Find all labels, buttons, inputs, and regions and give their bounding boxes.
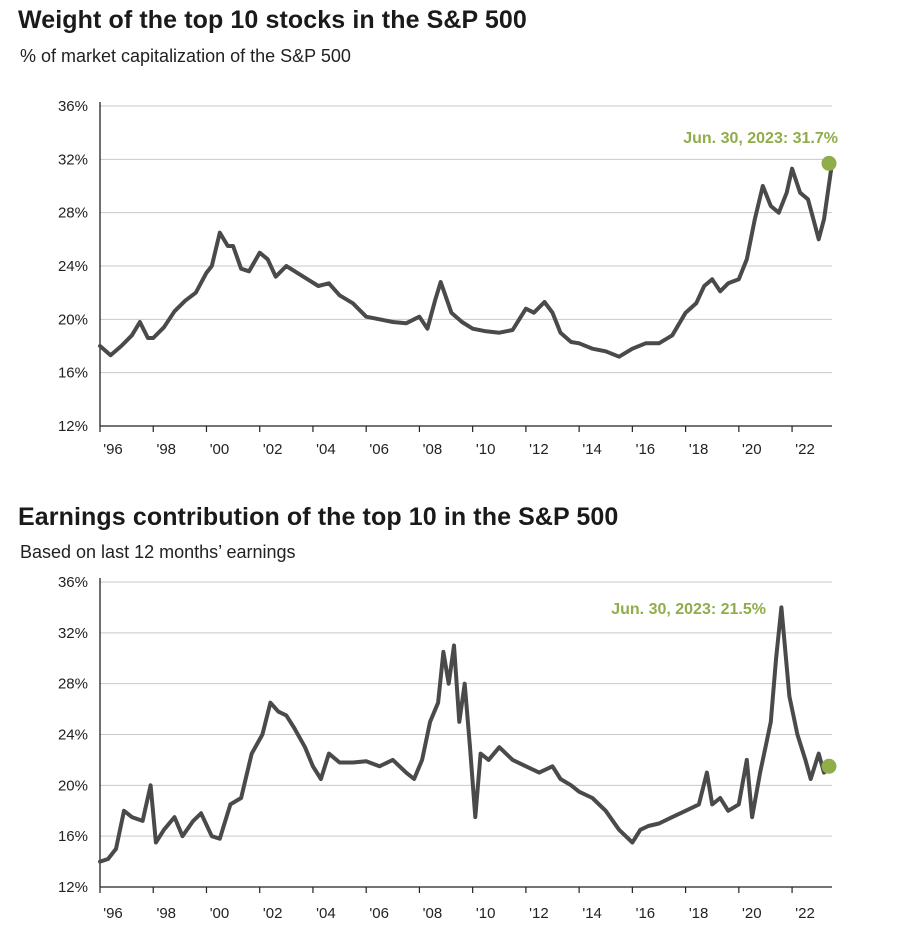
x-tick-label: '10 — [476, 441, 496, 458]
x-tick-label: '96 — [103, 905, 123, 922]
chart-subtitle: % of market capitalization of the S&P 50… — [20, 46, 351, 66]
x-tick-label: '16 — [636, 905, 656, 922]
x-tick-label: '22 — [795, 441, 815, 458]
x-tick-label: '06 — [369, 441, 389, 458]
y-tick-label: 32% — [58, 625, 88, 642]
y-tick-label: 16% — [58, 365, 88, 382]
x-tick-label: '02 — [263, 905, 283, 922]
x-tick-label: '10 — [476, 905, 496, 922]
y-tick-label: 24% — [58, 727, 88, 744]
y-tick-label: 12% — [58, 879, 88, 896]
x-tick-label: '22 — [795, 905, 815, 922]
series-line — [98, 605, 834, 864]
x-tick-label: '08 — [423, 905, 443, 922]
chart-subtitle: Based on last 12 months’ earnings — [20, 542, 296, 562]
x-tick-label: '02 — [263, 441, 283, 458]
x-tick-label: '20 — [742, 441, 762, 458]
x-tick-label: '14 — [582, 441, 602, 458]
chart-title: Earnings contribution of the top 10 in t… — [18, 503, 619, 531]
x-tick-label: '08 — [423, 441, 443, 458]
x-tick-label: '12 — [529, 441, 549, 458]
line-chart-weight: 36% 32% 28% 24% 20% 16% 12% '96 '98 '00 '02 '04 '06 '… — [58, 98, 838, 458]
x-tick-label: '04 — [316, 441, 336, 458]
x-tick-label: '18 — [689, 905, 709, 922]
annotation-label: Jun. 30, 2023: 31.7% — [683, 130, 838, 147]
x-tick-label: '14 — [582, 905, 602, 922]
x-tick-label: '00 — [210, 441, 230, 458]
y-tick-label: 16% — [58, 828, 88, 845]
x-tick-label: '04 — [316, 905, 336, 922]
x-tick-label: '96 — [103, 441, 123, 458]
y-tick-label: 28% — [58, 676, 88, 693]
y-tick-label: 28% — [58, 205, 88, 222]
x-tick-label: '16 — [636, 441, 656, 458]
x-tick-label: '98 — [156, 441, 176, 458]
y-tick-label: 20% — [58, 311, 88, 328]
y-tick-label: 12% — [58, 418, 88, 435]
x-tick-label: '12 — [529, 905, 549, 922]
y-tick-label: 36% — [58, 574, 88, 591]
y-tick-label: 36% — [58, 98, 88, 115]
annotation-label: Jun. 30, 2023: 21.5% — [611, 601, 766, 618]
y-tick-label: 32% — [58, 151, 88, 168]
x-tick-label: '18 — [689, 441, 709, 458]
x-tick-label: '20 — [742, 905, 762, 922]
y-tick-label: 24% — [58, 258, 88, 275]
latest-point-marker — [821, 155, 837, 171]
x-tick-label: '98 — [156, 905, 176, 922]
latest-point-marker — [821, 758, 837, 774]
y-tick-label: 20% — [58, 777, 88, 794]
x-tick-label: '06 — [369, 905, 389, 922]
x-tick-label: '00 — [210, 905, 230, 922]
chart-title: Weight of the top 10 stocks in the S&P 5… — [18, 6, 527, 34]
series-line — [98, 161, 834, 359]
chart-panel-weight: Weight of the top 10 stocks in the S&P 5… — [18, 6, 838, 458]
